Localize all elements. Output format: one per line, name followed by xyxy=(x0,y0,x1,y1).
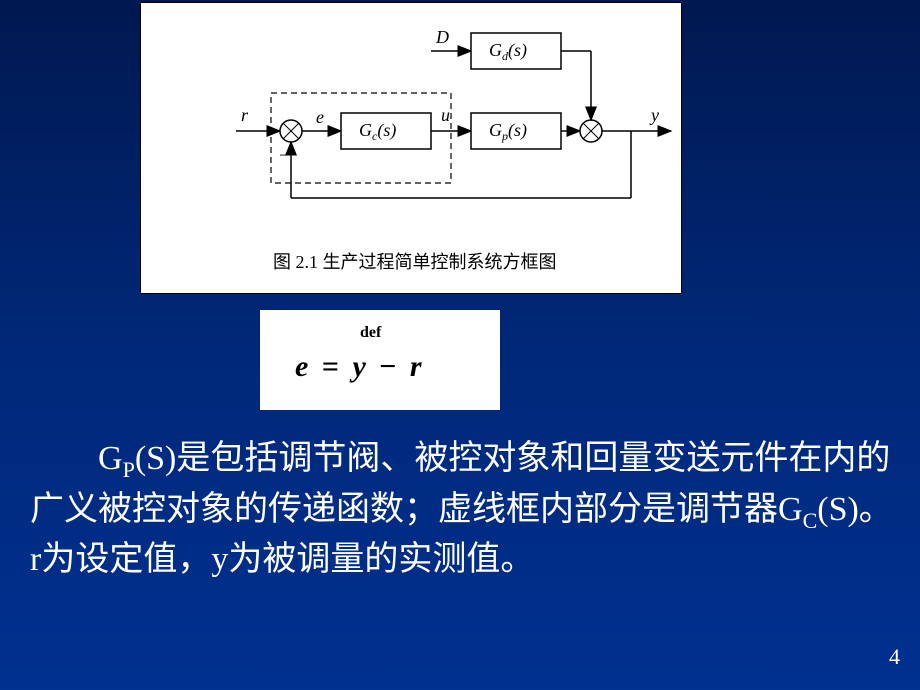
body-text: GP(S)是包括调节阀、被控对象和回量变送元件在内的广义被控对象的传递函数；虚线… xyxy=(30,435,900,584)
svg-text:Gc(s): Gc(s) xyxy=(359,120,396,143)
signal-e: e xyxy=(316,107,324,127)
eq-lhs: e xyxy=(295,350,308,383)
signal-y: y xyxy=(649,105,659,125)
eq-minus: − xyxy=(379,350,396,383)
body-sub-p: P xyxy=(123,457,135,482)
block-diagram-svg: r − e Gc(s) u Gp(s) D Gd(s) xyxy=(141,3,681,293)
signal-d: D xyxy=(435,27,449,47)
body-gp-g: G xyxy=(98,440,123,477)
svg-text:Gd(s): Gd(s) xyxy=(489,40,527,63)
signal-r: r xyxy=(241,105,249,125)
signal-u: u xyxy=(441,105,450,125)
page-number: 4 xyxy=(889,644,900,670)
eq-r: r xyxy=(410,350,422,383)
minus-sign: − xyxy=(279,145,289,165)
svg-text:Gp(s): Gp(s) xyxy=(489,120,527,143)
eq-equals: = xyxy=(322,350,339,383)
diagram-caption: 图 2.1 生产过程简单控制系统方框图 xyxy=(273,252,557,272)
eq-def-label: def xyxy=(360,324,381,342)
block-diagram-figure: r − e Gc(s) u Gp(s) D Gd(s) xyxy=(140,2,682,294)
eq-y: y xyxy=(352,350,365,383)
body-part2: (S)是包括调节阀、被控对象和回量变送元件在内的广义被控对象的传递函数；虚线框内… xyxy=(30,440,890,528)
equation-box: def e = y − r xyxy=(260,310,500,410)
body-sub-c: C xyxy=(803,507,818,532)
